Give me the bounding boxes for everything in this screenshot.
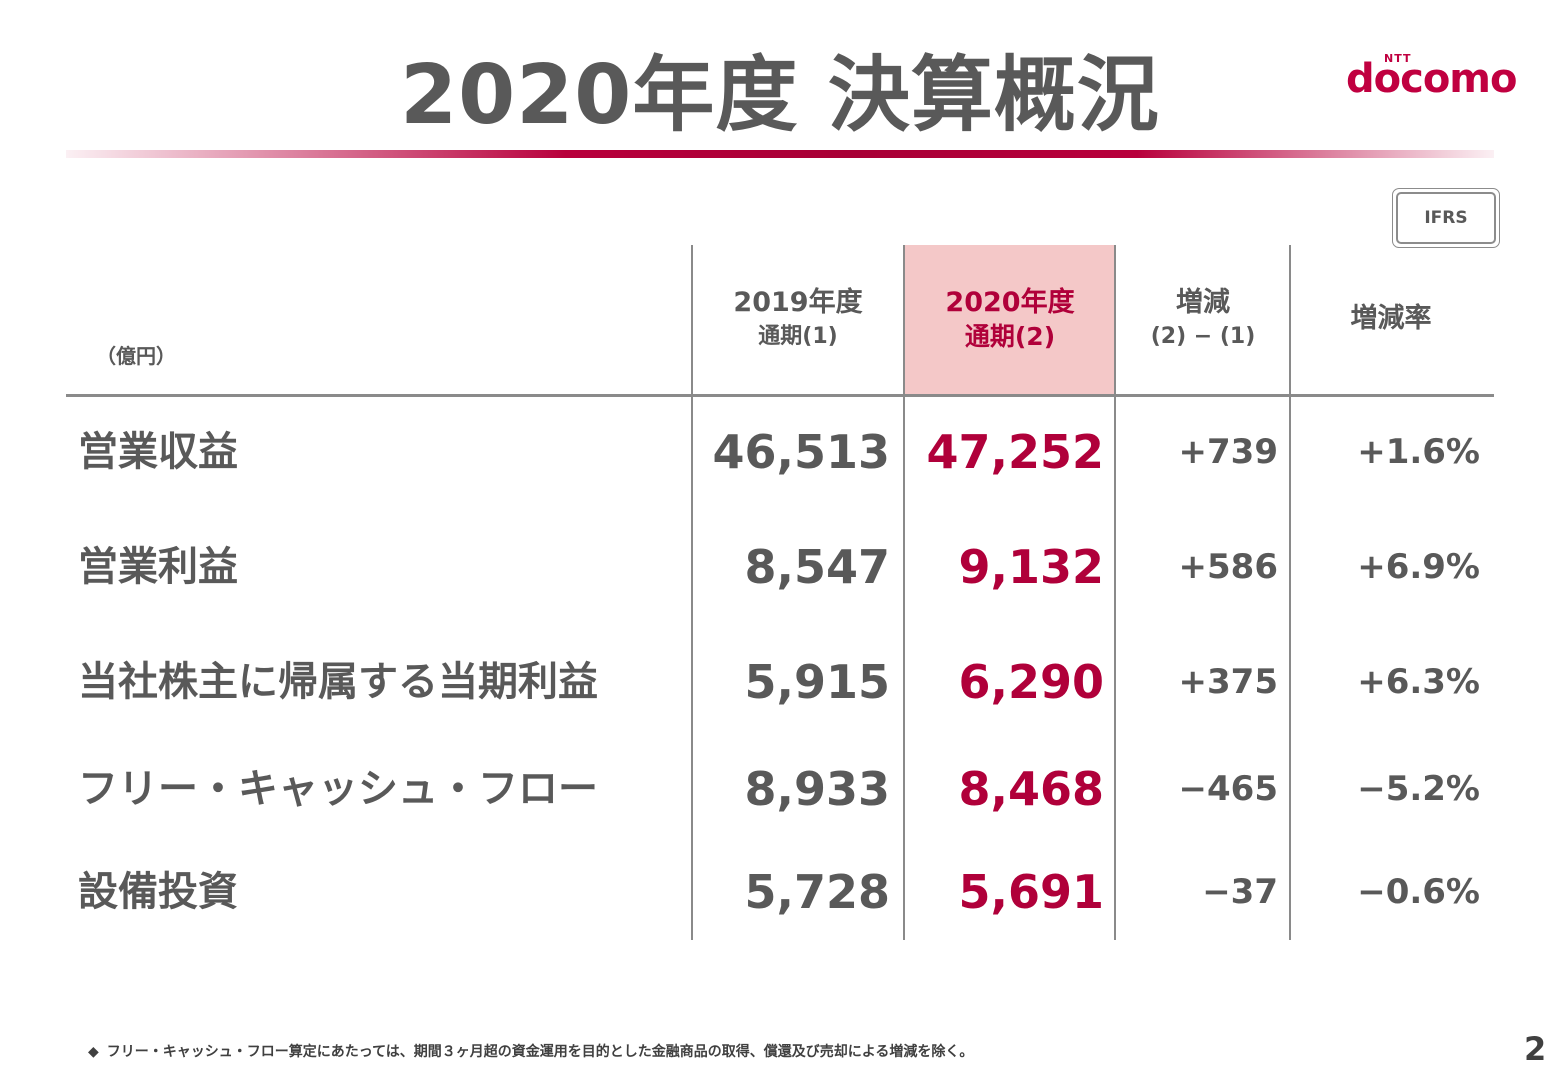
footnote-text: フリー・キャッシュ・フロー算定にあたっては、期間３ヶ月超の資金運用を目的とした金… [106,1044,974,1060]
row-label-capex: 設備投資 [78,869,238,915]
header-change-label: 増減 [1176,287,1230,318]
value-change: +586 [1178,547,1278,587]
value-fy2019: 5,728 [744,865,890,919]
header-divider [66,394,1494,397]
row-label-operating-revenue: 営業収益 [78,429,238,475]
docomo-logo: NTT docomo [1346,52,1542,102]
header-fy2019-period: 通期(1) [758,324,838,349]
header-fy2020-period: 通期(2) [964,322,1056,351]
ifrs-badge: IFRS [1392,188,1500,248]
value-fy2019: 8,933 [744,762,890,816]
header-change-formula: (2) − (1) [1150,324,1256,349]
header-fy2020: 2020年度 通期(2) [905,286,1115,354]
value-change-rate: +6.9% [1357,547,1480,587]
header-change-rate-label: 増減率 [1350,303,1432,334]
header-change-rate: 増減率 [1291,302,1491,336]
value-fy2020: 8,468 [958,762,1104,816]
value-change: +739 [1178,432,1278,472]
column-divider [903,245,905,940]
row-label-net-profit: 当社株主に帰属する当期利益 [78,659,598,705]
row-label-operating-profit: 営業利益 [78,544,238,590]
footnote: ◆ フリー・キャッシュ・フロー算定にあたっては、期間３ヶ月超の資金運用を目的とした… [88,1041,973,1061]
title-divider [66,150,1494,158]
logo-ntt-text: NTT [1384,52,1412,65]
column-divider [691,245,693,940]
header-fy2019-year: 2019年度 [733,287,863,318]
value-change-rate: −5.2% [1357,769,1480,809]
value-change-rate: +6.3% [1357,662,1480,702]
value-fy2019: 8,547 [744,540,890,594]
value-fy2019: 5,915 [744,655,890,709]
unit-label: （億円） [96,344,176,368]
header-change: 増減 (2) − (1) [1116,286,1290,354]
value-change: +375 [1178,662,1278,702]
diamond-bullet-icon: ◆ [88,1044,99,1060]
value-fy2020: 5,691 [958,865,1104,919]
row-label-free-cash-flow: フリー・キャッシュ・フロー [78,766,598,812]
logo-wordmark: docomo [1346,56,1517,102]
value-fy2020: 9,132 [958,540,1104,594]
column-divider [1289,245,1291,940]
value-change-rate: +1.6% [1357,432,1480,472]
value-fy2020: 6,290 [958,655,1104,709]
value-change: −37 [1202,872,1278,912]
page-number: 2 [1524,1030,1547,1068]
ifrs-badge-label: IFRS [1396,192,1496,244]
header-fy2019: 2019年度 通期(1) [700,286,896,354]
current-year-header-highlight [905,245,1115,394]
column-divider [1114,245,1116,940]
value-change-rate: −0.6% [1357,872,1480,912]
slide-title: 2020年度 決算概況 [400,48,1160,143]
value-fy2020: 47,252 [926,425,1104,479]
value-fy2019: 46,513 [712,425,890,479]
header-fy2020-year: 2020年度 [945,287,1075,318]
value-change: −465 [1178,769,1278,809]
